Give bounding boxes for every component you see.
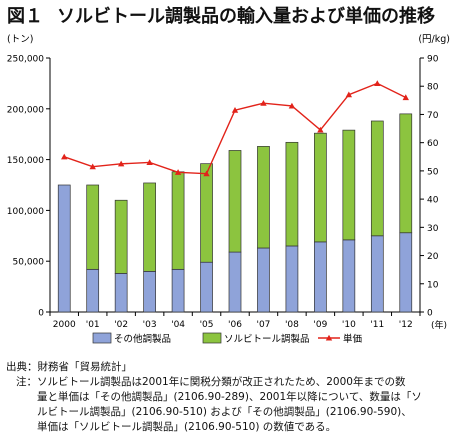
other-preparation-bar [314, 241, 327, 313]
sorbitol-preparation-bar [228, 150, 242, 253]
axes: 0 50,000 100,000 150,000 200,000 250,000 0 10 20… [7, 55, 439, 331]
other-preparation-bar [399, 232, 413, 313]
figure-title-text: ソルビトール調製品の輸入量および単価の推移 [57, 6, 435, 27]
other-preparation-bar [86, 268, 100, 313]
x-tick-label: '09 [313, 320, 327, 330]
left-tick-label: 200,000 [7, 105, 44, 115]
price-point [174, 169, 182, 175]
source-label: 出典： [6, 361, 38, 373]
note-body: ソルビトール調製品は2001年に関税分類が改正されたため、2000年までの数 量… [37, 375, 452, 435]
right-tick-label: 30 [427, 224, 439, 234]
left-axis-unit: (トン) [7, 34, 33, 45]
x-tick-label: '08 [285, 320, 299, 330]
note-line: 単価は「ソルビトール調製品」(2106.90-510) の数値である。 [37, 421, 337, 433]
other-preparation-bar [285, 245, 299, 313]
right-tick-label: 40 [427, 196, 439, 206]
sorbitol-preparation-bar [171, 171, 185, 270]
left-tick-label: 100,000 [7, 207, 44, 217]
x-tick-label: '11 [370, 320, 384, 330]
note-row: 注： ソルビトール調製品は2001年に関税分類が改正されたため、2000年までの… [6, 375, 452, 435]
sorbitol-preparation-bar [86, 184, 100, 270]
other-preparation-bar [57, 184, 71, 313]
x-tick-label: '05 [200, 320, 214, 330]
sorbitol-preparation-bar [114, 199, 128, 274]
price-point [260, 99, 267, 106]
price-point [89, 163, 96, 170]
x-tick-label: '03 [143, 320, 157, 330]
sorbitol-preparation-bar [200, 163, 213, 263]
right-tick-label: 60 [427, 139, 439, 149]
right-tick-label: 70 [427, 111, 439, 121]
right-tick-label: 0 [427, 309, 433, 319]
price-point [146, 159, 153, 165]
chart-title: 図１ ソルビトール調製品の輸入量および単価の推移 [7, 2, 435, 28]
x-tick-label: '06 [228, 320, 242, 330]
legend-other-preparation-label: その他調製品 [114, 333, 171, 345]
x-tick-label: '02 [114, 320, 128, 330]
legend-sorbitol-preparation-swatch [202, 332, 222, 344]
price-point [61, 153, 68, 160]
other-preparation-bar [200, 261, 213, 313]
right-tick-label: 90 [427, 55, 439, 65]
right-tick-label: 10 [427, 280, 439, 290]
other-preparation-bar [257, 247, 270, 313]
price-point [374, 80, 381, 86]
x-tick-label: '07 [256, 320, 270, 330]
price-point [203, 170, 210, 177]
figure-number: 図１ [7, 6, 43, 27]
right-tick-label: 50 [427, 167, 439, 177]
x-tick-label: '12 [399, 320, 413, 330]
other-preparation-bar [143, 271, 156, 313]
price-point [117, 160, 125, 167]
note-line: ルビトール調製品」(2106.90-510) および「その他調製品」(2106.… [37, 406, 412, 418]
x-tick-label: '01 [86, 320, 100, 330]
other-preparation-bar [370, 235, 384, 313]
sorbitol-preparation-bar [285, 141, 299, 247]
sorbitol-preparation-bar [314, 132, 327, 243]
right-tick-label: 20 [427, 252, 439, 262]
right-axis-unit: (円/kg) [418, 34, 450, 45]
price-line [61, 80, 409, 177]
x-tick-label: '04 [171, 320, 185, 330]
other-preparation-bar [342, 239, 356, 313]
legend-sorbitol-preparation-label: ソルビトール調製品 [224, 333, 310, 345]
left-tick-label: 50,000 [13, 258, 45, 268]
price-point [317, 126, 324, 133]
price-point [231, 107, 239, 113]
sorbitol-preparation-bar [370, 120, 384, 237]
left-tick-label: 0 [38, 309, 44, 319]
note-line: ソルビトール調製品は2001年に関税分類が改正されたため、2000年までの数 [37, 376, 406, 388]
other-preparation-bar [114, 273, 128, 313]
x-tick-label: 2000 [53, 320, 76, 330]
source-text: 財務省「貿易統計」 [37, 361, 133, 373]
right-tick-label: 80 [427, 83, 439, 93]
sorbitol-preparation-bar [257, 146, 270, 249]
other-preparation-bar [171, 268, 185, 313]
x-axis-unit: (年) [431, 319, 447, 331]
legend: その他調製品 ソルビトール調製品 単価 [92, 332, 363, 345]
legend-other-preparation-swatch [92, 332, 112, 344]
sorbitol-preparation-bar [342, 129, 356, 241]
notes: 出典： 財務省「貿易統計」 注： ソルビトール調製品は2001年に関税分類が改正さ… [6, 360, 452, 435]
other-preparation-bar [228, 251, 242, 313]
note-label: 注： [16, 376, 37, 388]
sorbitol-preparation-bar [143, 182, 156, 272]
bars [57, 113, 413, 313]
x-tick-label: '10 [342, 320, 356, 330]
price-point [402, 94, 409, 101]
price-point [288, 102, 296, 109]
legend-unit-price-swatch-marker [325, 334, 333, 341]
chart: (トン) (円/kg) (年) 050,000100,000150,000200… [7, 34, 450, 345]
left-tick-label: 150,000 [7, 156, 44, 166]
legend-unit-price-label: 単価 [343, 333, 363, 345]
left-tick-label: 250,000 [7, 55, 44, 65]
source-row: 出典： 財務省「貿易統計」 [6, 360, 452, 375]
note-line: 量と単価は「その他調製品」(2106.90-289)、2001年以降について、数… [37, 391, 422, 403]
sorbitol-preparation-bar [399, 113, 413, 234]
price-point [345, 91, 353, 98]
